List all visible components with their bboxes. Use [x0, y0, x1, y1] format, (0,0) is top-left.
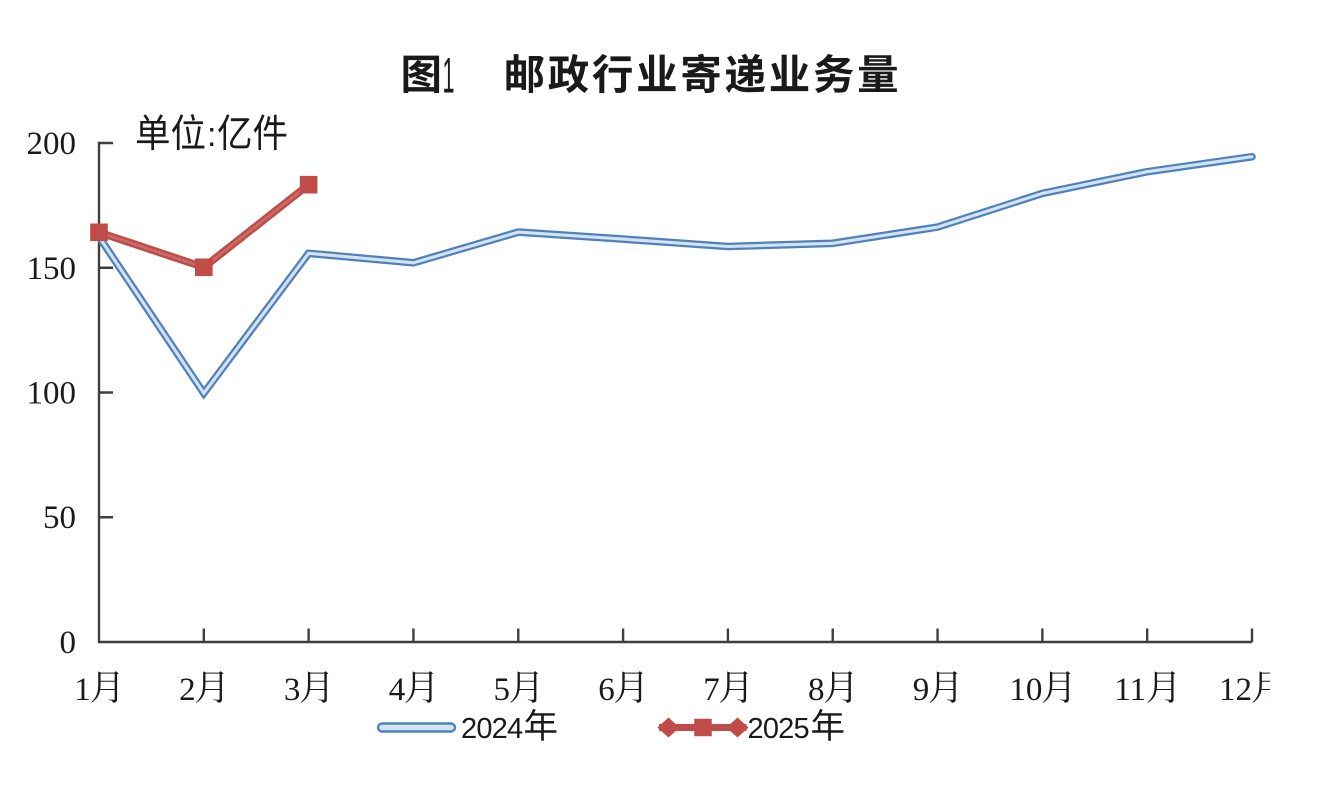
svg-text:50: 50 — [43, 500, 76, 536]
svg-text:7: 7 — [703, 672, 720, 708]
svg-text:8: 8 — [808, 672, 825, 708]
svg-text:1: 1 — [443, 47, 455, 103]
svg-text:200: 200 — [27, 126, 77, 162]
svg-text:6: 6 — [598, 672, 615, 708]
svg-text:1: 1 — [74, 672, 91, 708]
svg-text:11: 11 — [1114, 672, 1146, 708]
svg-text:12: 12 — [1219, 672, 1252, 708]
svg-text:10: 10 — [1009, 672, 1042, 708]
svg-text:150: 150 — [27, 251, 77, 287]
svg-text:5: 5 — [494, 672, 511, 708]
svg-text:9: 9 — [913, 672, 930, 708]
svg-text:2025: 2025 — [748, 713, 809, 745]
svg-text:3: 3 — [284, 672, 301, 708]
svg-text:0: 0 — [60, 625, 77, 661]
svg-text:100: 100 — [27, 376, 77, 412]
svg-text::: : — [207, 116, 216, 154]
svg-text:2024: 2024 — [461, 713, 523, 745]
svg-text:2: 2 — [179, 672, 196, 708]
svg-text:4: 4 — [389, 672, 406, 708]
